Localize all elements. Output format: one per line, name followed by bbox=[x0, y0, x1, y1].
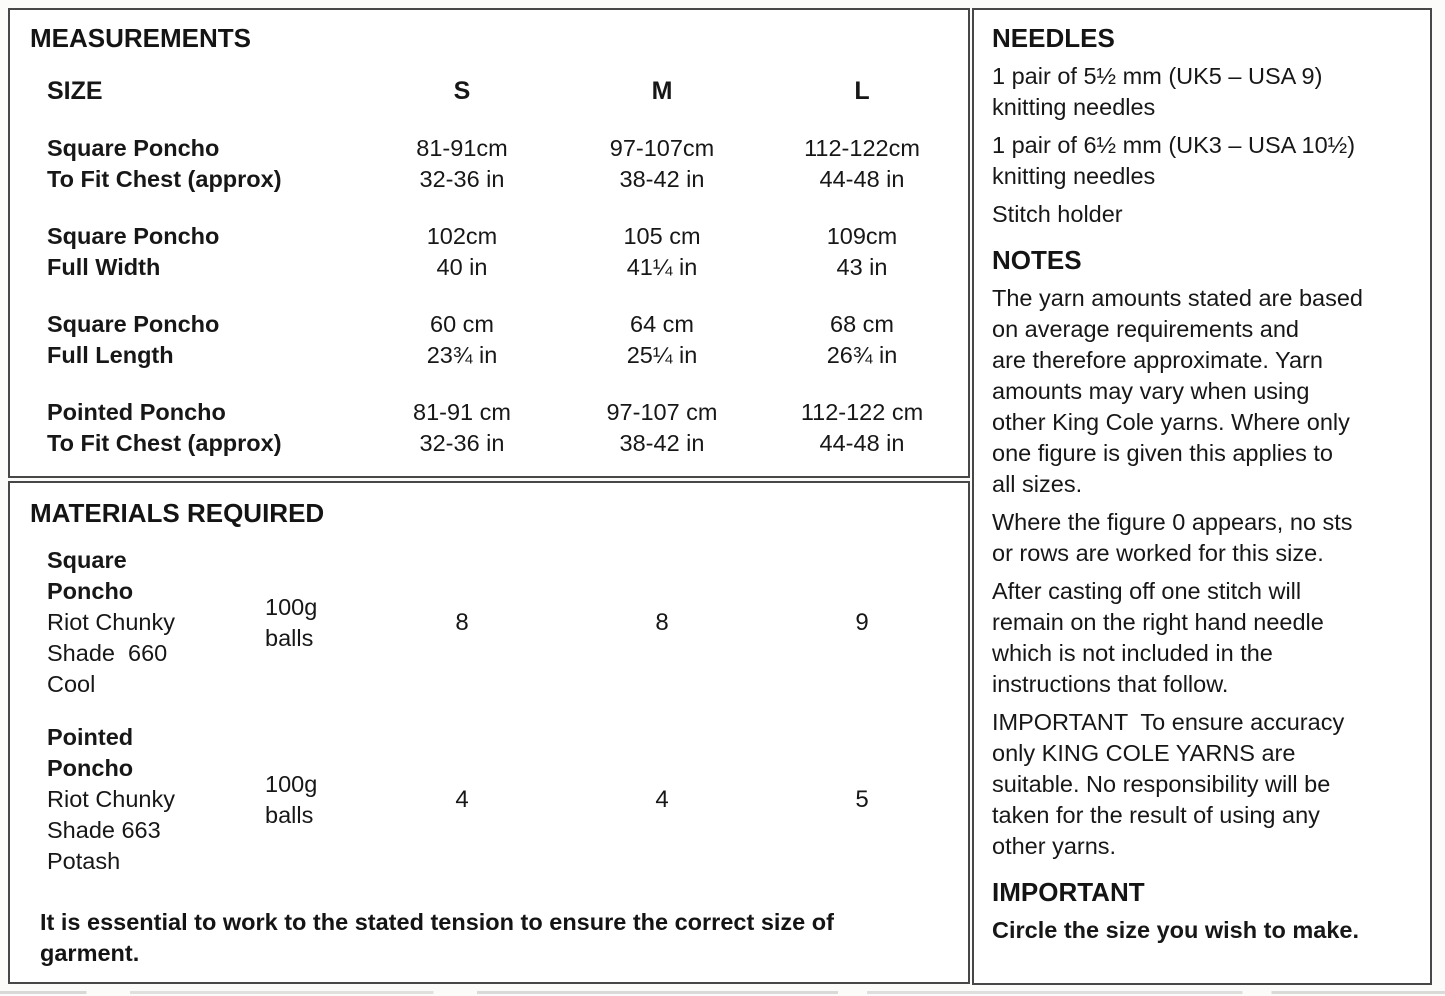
measurement-value-s: 60 cm 23¾ in bbox=[426, 311, 498, 368]
needles-item: 1 pair of 6½ mm (UK3 – USA 10½) knitting… bbox=[992, 132, 1356, 189]
needles-title: NEEDLES bbox=[992, 23, 1115, 53]
notes-title: NOTES bbox=[992, 245, 1082, 275]
needles-item: Stitch holder bbox=[992, 201, 1123, 227]
material-name: Pointed Poncho bbox=[47, 724, 134, 781]
material-yarn-details: Riot Chunky Shade 660 Cool bbox=[47, 609, 175, 697]
size-column-header: SIZE bbox=[47, 77, 103, 105]
material-name-and-details: Square Poncho Riot Chunky Shade 660 Cool bbox=[47, 545, 247, 700]
column-header-s: S bbox=[453, 77, 471, 105]
measurement-value-s: 102cm 40 in bbox=[426, 223, 498, 280]
measurement-value-m: 64 cm 25¼ in bbox=[626, 311, 698, 368]
material-unit: 100g balls bbox=[265, 593, 318, 651]
measurement-row-label: Square Poncho Full Length bbox=[47, 311, 220, 368]
material-name: Square Poncho bbox=[47, 547, 134, 604]
material-unit: 100g balls bbox=[265, 770, 318, 828]
measurement-row-label: Pointed Poncho To Fit Chest (approx) bbox=[47, 399, 282, 456]
measurement-value-l: 112-122 cm 44-48 in bbox=[800, 399, 924, 456]
material-name-and-details: Pointed Poncho Riot Chunky Shade 663 Pot… bbox=[47, 722, 247, 877]
ball-count-s: 4 bbox=[455, 786, 469, 813]
measurement-value-l: 112-122cm 44-48 in bbox=[804, 135, 920, 192]
measurement-value-l: 109cm 43 in bbox=[826, 223, 898, 280]
measurements-section: MEASUREMENTS SIZE S M L Square Poncho To… bbox=[8, 8, 970, 478]
notes-paragraph: After casting off one stitch will remain… bbox=[992, 578, 1324, 697]
important-title: IMPORTANT bbox=[992, 877, 1145, 907]
material-yarn-details: Riot Chunky Shade 663 Potash bbox=[47, 786, 175, 874]
column-header-m: M bbox=[651, 77, 673, 105]
ball-count-s: 8 bbox=[455, 609, 469, 636]
material-row-pointed-poncho: Pointed Poncho Riot Chunky Shade 663 Pot… bbox=[47, 722, 952, 877]
ball-count-l: 9 bbox=[855, 609, 869, 636]
tension-footnote: It is essential to work to the stated te… bbox=[40, 909, 834, 966]
notes-paragraph: The yarn amounts stated are based on ave… bbox=[992, 285, 1363, 497]
measurement-row-label: Square Poncho Full Width bbox=[47, 223, 220, 280]
measurement-value-l: 68 cm 26¾ in bbox=[826, 311, 898, 368]
material-row-square-poncho: Square Poncho Riot Chunky Shade 660 Cool… bbox=[47, 545, 952, 700]
materials-section: MATERIALS REQUIRED Square Poncho Riot Ch… bbox=[8, 481, 970, 984]
measurements-title: MEASUREMENTS bbox=[30, 23, 252, 53]
ball-count-m: 8 bbox=[655, 609, 669, 636]
measurements-table: SIZE S M L Square Poncho To Fit Chest (a… bbox=[47, 76, 952, 459]
ball-count-m: 4 bbox=[655, 786, 669, 813]
notes-paragraph: Where the figure 0 appears, no sts or ro… bbox=[992, 509, 1353, 566]
needles-item: 1 pair of 5½ mm (UK5 – USA 9) knitting n… bbox=[992, 63, 1323, 120]
important-instruction: Circle the size you wish to make. bbox=[992, 917, 1359, 943]
measurement-value-s: 81-91cm 32-36 in bbox=[416, 135, 508, 192]
measurement-value-s: 81-91 cm 32-36 in bbox=[413, 399, 511, 456]
column-header-l: L bbox=[854, 77, 870, 105]
measurement-value-m: 97-107 cm 38-42 in bbox=[606, 399, 718, 456]
notes-paragraph: IMPORTANT To ensure accuracy only KING C… bbox=[992, 709, 1345, 859]
info-panel: NEEDLES 1 pair of 5½ mm (UK5 – USA 9) kn… bbox=[972, 8, 1432, 985]
measurement-value-m: 105 cm 41¼ in bbox=[623, 223, 701, 280]
materials-title: MATERIALS REQUIRED bbox=[30, 498, 325, 528]
measurement-row-label: Square Poncho To Fit Chest (approx) bbox=[47, 135, 282, 192]
ball-count-l: 5 bbox=[855, 786, 869, 813]
scan-edge-artifact bbox=[0, 991, 1445, 994]
measurement-value-m: 97-107cm 38-42 in bbox=[609, 135, 715, 192]
